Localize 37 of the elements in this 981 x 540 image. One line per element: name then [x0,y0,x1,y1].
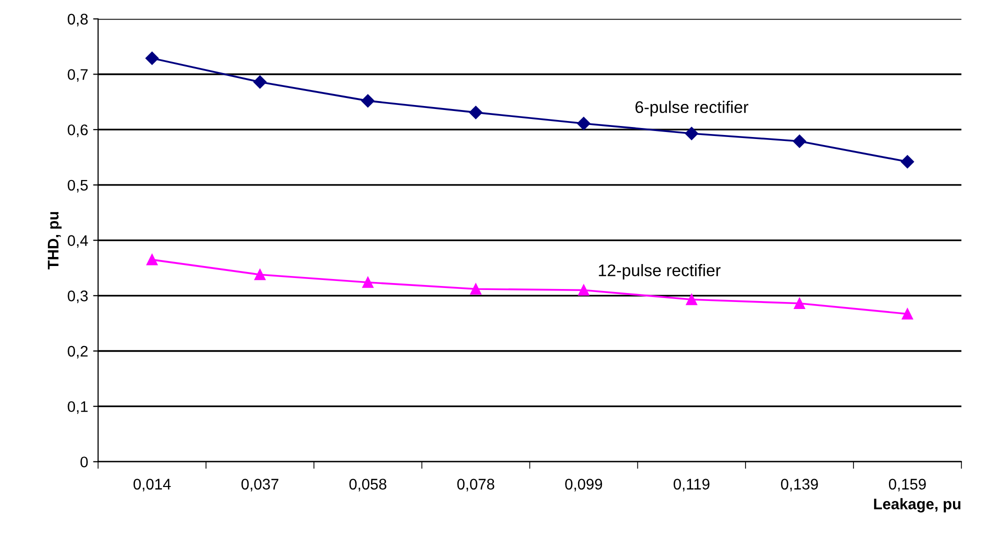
point [685,126,698,140]
y-tick-label: 0,1 [68,401,88,414]
point [361,94,374,108]
x-tick-label: 0,037 [241,478,278,492]
y-tick-label: 0,5 [68,180,88,192]
point [362,276,374,288]
point [469,106,482,120]
y-tick-label: 0,2 [68,346,88,358]
y-tick-label: 0,3 [68,290,88,304]
y-tick-label: 0,6 [68,124,88,138]
x-tick-label: 0,058 [349,478,386,492]
point [902,308,913,320]
point [686,294,698,306]
point [470,283,482,295]
point [792,134,806,148]
y-tick-label: 0,7 [68,69,88,82]
x-tick-label: 0,119 [674,478,710,492]
y-tick-label: 0,8 [68,14,88,26]
series-label: 6-pulse rectifier [635,100,748,116]
y-tick-label: 0,4 [68,235,88,248]
point [578,284,590,296]
point [253,75,267,89]
point [577,116,590,130]
point [254,269,266,280]
x-tick-label: 0,014 [134,478,171,492]
x-axis-title: Leakage, pu [874,498,960,512]
x-tick-label: 0,099 [565,478,602,492]
x-tick-label: 0,159 [888,478,926,492]
point [145,52,159,65]
y-axis-title: THD, pu [48,212,62,270]
x-tick-label: 0,139 [781,478,818,492]
point [794,298,806,309]
series-label: 12-pulse rectifier [598,264,721,280]
x-tick-label: 0,078 [457,478,494,492]
point [900,155,914,168]
point [146,254,158,266]
y-tick-label: 0 [80,456,88,468]
